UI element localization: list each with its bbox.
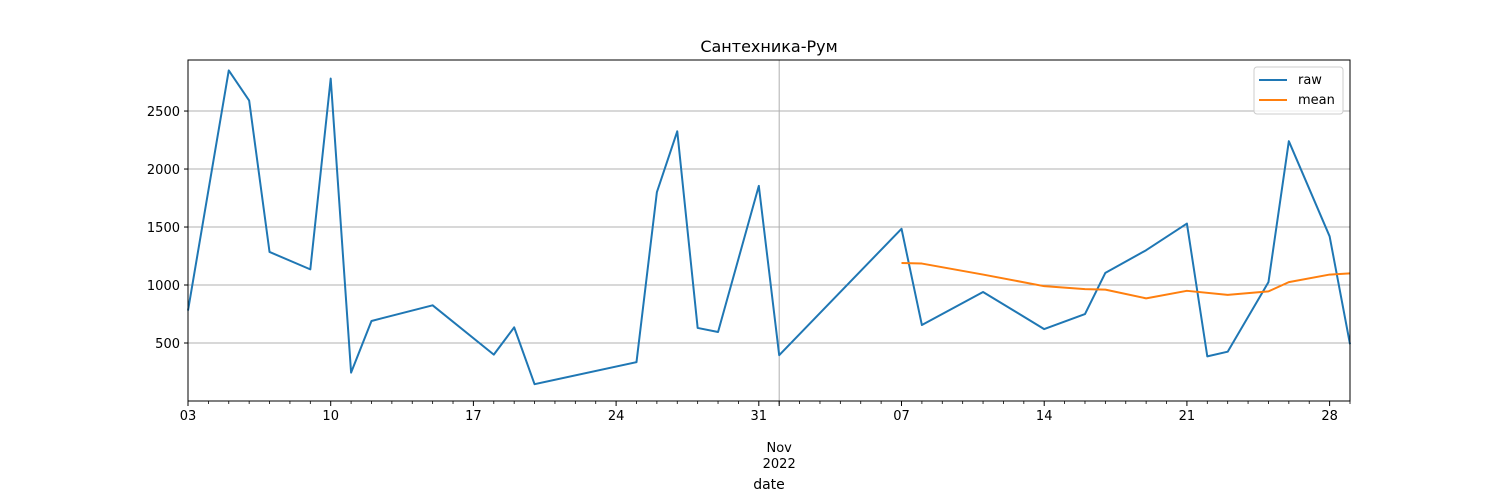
series-line-raw [187, 69, 1351, 386]
y-tick-label: 500 [155, 337, 180, 352]
x-tick-label: 17 [465, 409, 482, 424]
x-tick-label: 28 [1321, 409, 1338, 424]
x-tick-label: 10 [322, 409, 339, 424]
y-tick-label: 2000 [147, 163, 180, 178]
plot-frame [187, 59, 1351, 402]
x-tick-label: 24 [608, 409, 625, 424]
legend-box [1253, 66, 1344, 115]
chart-title: Сантехника-Рум [700, 37, 837, 56]
x-tick-label: 31 [751, 409, 768, 424]
x-tick-label: 03 [180, 409, 197, 424]
x-secondary-tick-label: Nov [767, 441, 793, 456]
legend-label-raw: raw [1298, 73, 1322, 88]
series-lines [187, 69, 1351, 386]
x-tick-label: 14 [1036, 409, 1053, 424]
axis-ticks: 500 1000 1500 2000 2500 03 10 17 24 31 07 14 21 28 Nov… [147, 105, 1351, 472]
legend-label-mean: mean [1298, 93, 1335, 108]
y-tick-label: 1000 [147, 279, 180, 294]
x-tick-label: 07 [893, 409, 910, 424]
x-secondary-tick-label: 2022 [763, 457, 796, 472]
series-line-mean [901, 261, 1351, 300]
grid-lines [188, 60, 1350, 401]
y-tick-label: 2500 [147, 105, 180, 120]
y-tick-label: 1500 [147, 221, 180, 236]
x-axis-label: date [753, 477, 785, 493]
legend: raw mean [1253, 66, 1344, 115]
x-tick-label: 21 [1179, 409, 1196, 424]
